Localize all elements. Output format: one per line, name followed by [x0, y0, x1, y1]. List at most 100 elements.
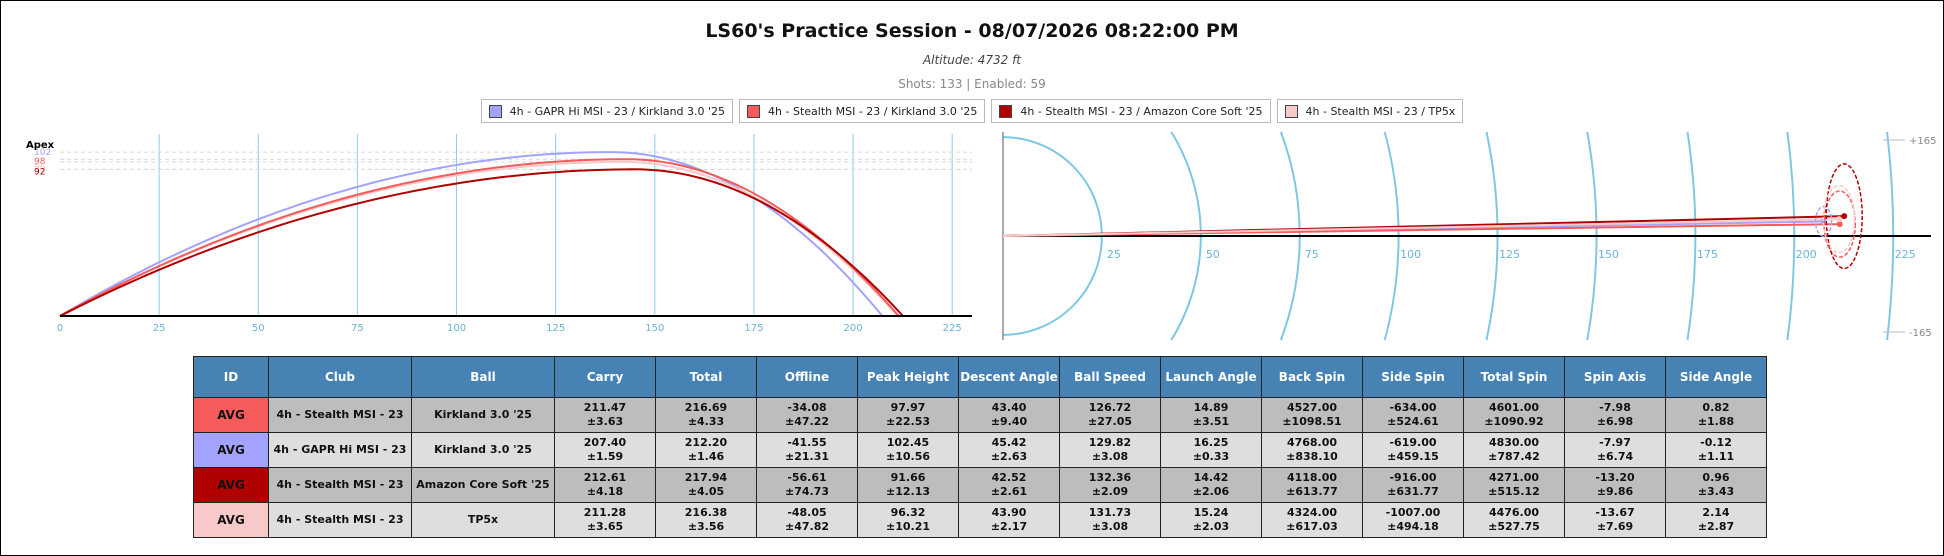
table-cell: 14.42 ±2.06 [1160, 467, 1262, 503]
table-cell: 16.25 ±0.33 [1160, 432, 1262, 468]
cell-stddev: ±3.56 [687, 520, 725, 533]
legend-item[interactable]: 4h - GAPR Hi MSI - 23 / Kirkland 3.0 '25 [480, 99, 734, 123]
stats-table: ID Club Ball Carry Total Offline Peak Height De… [193, 356, 1767, 538]
cell-stddev: ±2.61 [990, 485, 1028, 498]
cell-mean: 132.36 [1088, 471, 1132, 484]
cell-stddev: ±1098.51 [1282, 415, 1342, 428]
shots-summary: Shots: 133 | Enabled: 59 [898, 77, 1046, 91]
cell-stddev: ±4.05 [687, 485, 725, 498]
cell-mean: 43.40 [991, 401, 1027, 414]
legend-item[interactable]: 4h - Stealth MSI - 23 / TP5x [1276, 99, 1464, 123]
cell-stddev: ±47.82 [784, 520, 829, 533]
column-header[interactable]: Launch Angle [1160, 356, 1262, 398]
cell-mean: 2.14 [1702, 506, 1730, 519]
table-cell: 207.40 ±1.59 [554, 432, 656, 468]
cell-mean: 4118.00 [1286, 471, 1338, 484]
cell-mean: 212.20 [684, 436, 728, 449]
table-cell: 211.47 ±3.63 [554, 397, 656, 433]
row-id-cell: AVG [193, 432, 269, 468]
table-cell: 43.90 ±2.17 [958, 502, 1060, 538]
column-header[interactable]: Total [655, 356, 757, 398]
legend: 4h - GAPR Hi MSI - 23 / Kirkland 3.0 '25… [0, 99, 1944, 123]
cell-mean: 211.28 [583, 506, 627, 519]
table-cell: 131.73 ±3.08 [1059, 502, 1161, 538]
trajectory-line [59, 158, 900, 317]
table-cell: Amazon Core Soft '25 [411, 467, 555, 503]
cell-mean: 14.42 [1193, 471, 1229, 484]
cell-mean: 4527.00 [1286, 401, 1338, 414]
column-header[interactable]: Offline [756, 356, 858, 398]
x-tick-label: 175 [1697, 248, 1718, 261]
table-cell: 4601.00 ±1090.92 [1463, 397, 1565, 433]
legend-item[interactable]: 4h - Stealth MSI - 23 / Amazon Core Soft… [991, 99, 1271, 123]
column-header[interactable]: Back Spin [1261, 356, 1363, 398]
y-tick-label: +165 [1909, 136, 1936, 147]
x-tick-label: 125 [546, 323, 565, 334]
table-cell: 129.82 ±3.08 [1059, 432, 1161, 468]
column-header[interactable]: Total Spin [1463, 356, 1565, 398]
dispersion-chart: 25 50 75 100 125 150 175 200 225 -165 +165 [1002, 131, 1936, 341]
column-header[interactable]: Descent Angle [958, 356, 1060, 398]
x-tick-label: 125 [1499, 248, 1520, 261]
cell-mean: -634.00 [1389, 401, 1437, 414]
cell-mean: 0.82 [1702, 401, 1730, 414]
cell-stddev: ±9.86 [1596, 485, 1634, 498]
table-cell: 4118.00 ±613.77 [1261, 467, 1363, 503]
cell-stddev: ±2.87 [1697, 520, 1735, 533]
avg-point [1835, 216, 1842, 223]
table-cell: 14.89 ±3.51 [1160, 397, 1262, 433]
legend-item[interactable]: 4h - Stealth MSI - 23 / Kirkland 3.0 '25 [739, 99, 986, 123]
table-row[interactable]: AVG 4h - Stealth MSI - 23 TP5x 211.28 ±3.65 2… [193, 502, 1767, 538]
cell-mean: 96.32 [890, 506, 926, 519]
table-cell: 4271.00 ±515.12 [1463, 467, 1565, 503]
legend-swatch [1284, 104, 1298, 118]
column-header[interactable]: Ball [411, 356, 555, 398]
cell-mean: 217.94 [684, 471, 728, 484]
cell-mean: 15.24 [1193, 506, 1229, 519]
table-cell: Kirkland 3.0 '25 [411, 432, 555, 468]
cell-mean: 216.38 [684, 506, 728, 519]
column-header[interactable]: Carry [554, 356, 656, 398]
x-tick-label: 150 [1598, 248, 1619, 261]
x-tick-label: 75 [351, 323, 364, 334]
avg-point [1836, 221, 1843, 228]
cell-stddev: ±74.73 [784, 485, 829, 498]
cell-mean: 42.52 [991, 471, 1027, 484]
column-header[interactable]: Side Spin [1362, 356, 1464, 398]
table-cell: 42.52 ±2.61 [958, 467, 1060, 503]
column-header[interactable]: Spin Axis [1564, 356, 1666, 398]
legend-swatch [747, 104, 761, 118]
table-cell: -34.08 ±47.22 [756, 397, 858, 433]
table-cell: TP5x [411, 502, 555, 538]
legend-swatch [488, 104, 502, 118]
table-row[interactable]: AVG 4h - Stealth MSI - 23 Kirkland 3.0 '25… [193, 397, 1767, 433]
column-header[interactable]: ID [193, 356, 269, 398]
column-header[interactable]: Side Angle [1665, 356, 1767, 398]
table-cell: 102.45 ±10.56 [857, 432, 959, 468]
table-cell: 132.36 ±2.09 [1059, 467, 1161, 503]
cell-stddev: ±1.59 [586, 450, 624, 463]
cell-mean: 129.82 [1088, 436, 1132, 449]
column-header[interactable]: Peak Height [857, 356, 959, 398]
legend-label: 4h - Stealth MSI - 23 / Kirkland 3.0 '25 [768, 104, 978, 118]
column-header[interactable]: Club [268, 356, 412, 398]
table-cell: 211.28 ±3.65 [554, 502, 656, 538]
cell-mean: 97.97 [890, 401, 926, 414]
column-header[interactable]: Ball Speed [1059, 356, 1161, 398]
x-tick-label: 100 [447, 323, 466, 334]
table-row[interactable]: AVG 4h - Stealth MSI - 23 Amazon Core Soft… [193, 467, 1767, 503]
cell-stddev: ±3.08 [1091, 450, 1129, 463]
cell-stddev: ±21.31 [784, 450, 829, 463]
cell-mean: 126.72 [1088, 401, 1132, 414]
cell-stddev: ±3.63 [586, 415, 624, 428]
x-tick-label: 225 [1895, 248, 1916, 261]
cell-mean: -41.55 [787, 436, 827, 449]
table-cell: 4476.00 ±527.75 [1463, 502, 1565, 538]
table-cell: 212.61 ±4.18 [554, 467, 656, 503]
x-tick-label: 75 [1305, 248, 1319, 261]
cell-stddev: ±787.42 [1488, 450, 1540, 463]
table-row[interactable]: AVG 4h - GAPR Hi MSI - 23 Kirkland 3.0 '25… [193, 432, 1767, 468]
cell-stddev: ±10.56 [885, 450, 930, 463]
cell-stddev: ±613.77 [1286, 485, 1338, 498]
cell-stddev: ±2.03 [1192, 520, 1230, 533]
